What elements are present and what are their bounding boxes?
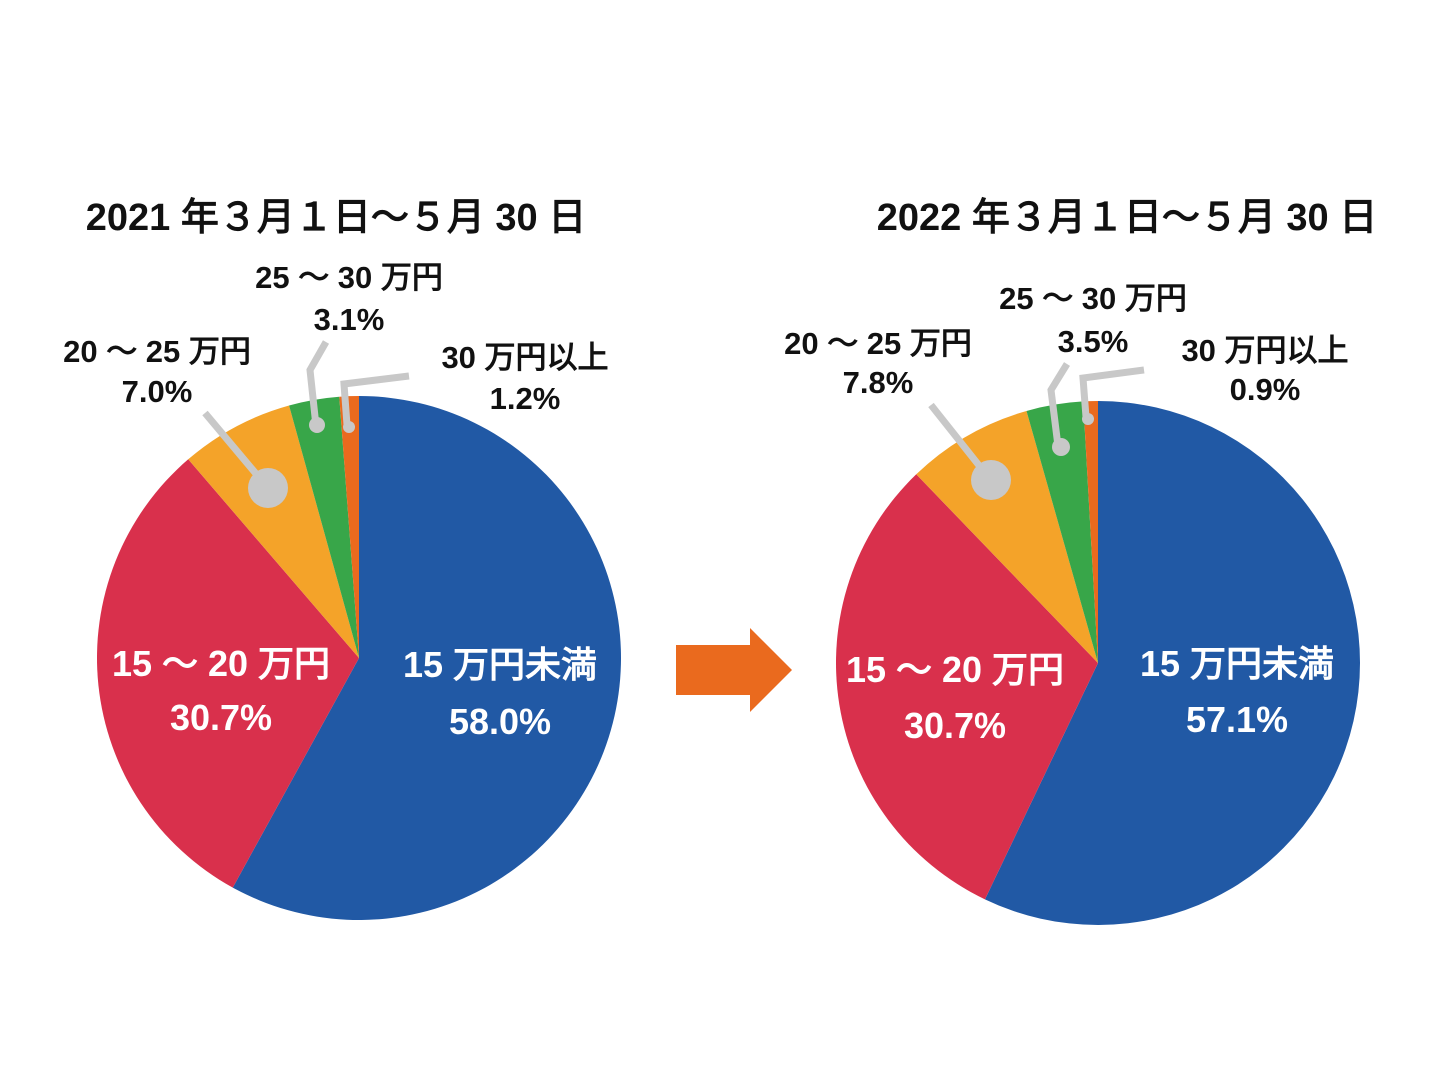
pie-slice-5 — [1083, 401, 1098, 663]
chart-title: 2022 年３月１日〜５月 30 日 — [877, 197, 1377, 239]
slice-value-2: 30.7% — [170, 697, 272, 738]
slice-value-2: 30.7% — [904, 705, 1006, 746]
slice-label-2: 15 〜 20 万円 — [112, 643, 330, 684]
leader-dot-3 — [248, 468, 288, 508]
pie-slice-5 — [339, 396, 359, 658]
slice-label-4: 25 〜 30 万円 — [999, 281, 1187, 316]
leader-line-5 — [1079, 366, 1145, 418]
leader-line-4 — [306, 340, 330, 427]
leader-line-4 — [1047, 362, 1070, 447]
pie-slice-2 — [836, 474, 1098, 900]
slice-label-5: 30 万円以上 — [1181, 333, 1348, 368]
slice-value-5: 0.9% — [1230, 372, 1301, 407]
leader-dot-4 — [309, 417, 325, 433]
slice-value-1: 57.1% — [1186, 699, 1288, 740]
slice-value-1: 58.0% — [449, 701, 551, 742]
pie-slice-4 — [1026, 401, 1098, 663]
pie-slice-1 — [232, 396, 622, 921]
slice-label-3: 20 〜 25 万円 — [63, 334, 251, 369]
pie-chart-1: 2021 年３月１日〜５月 30 日 15 万円未満 58.0% 15 〜 20 万円… — [63, 197, 622, 921]
pie-chart-2: 2022 年３月１日〜５月 30 日 15 万円未満 57.1% 15 〜 20 万円… — [784, 197, 1377, 925]
leader-dot-5 — [1082, 413, 1094, 425]
leader-dot-4 — [1052, 438, 1070, 456]
pie-slice-3 — [916, 410, 1098, 663]
pie-slice-3 — [188, 405, 359, 658]
transition-arrow — [676, 628, 792, 712]
pie-slice-2 — [96, 459, 360, 888]
slice-value-3: 7.0% — [122, 374, 193, 409]
slice-label-4: 25 〜 30 万円 — [255, 260, 443, 295]
leader-line-5 — [340, 372, 410, 426]
slice-value-4: 3.5% — [1058, 324, 1129, 359]
leader-dot-5 — [343, 421, 355, 433]
slice-label-5: 30 万円以上 — [441, 340, 608, 375]
slice-value-4: 3.1% — [314, 302, 385, 337]
slice-label-2: 15 〜 20 万円 — [846, 649, 1064, 690]
pie-slice-4 — [289, 396, 359, 658]
pie-slice-1 — [984, 401, 1361, 925]
slice-value-5: 1.2% — [490, 381, 561, 416]
slice-value-3: 7.8% — [843, 365, 914, 400]
slice-label-1: 15 万円未満 — [403, 644, 597, 685]
slice-label-1: 15 万円未満 — [1140, 643, 1334, 684]
leader-dot-3 — [971, 460, 1011, 500]
slice-label-3: 20 〜 25 万円 — [784, 326, 972, 361]
chart-title: 2021 年３月１日〜５月 30 日 — [86, 197, 586, 239]
